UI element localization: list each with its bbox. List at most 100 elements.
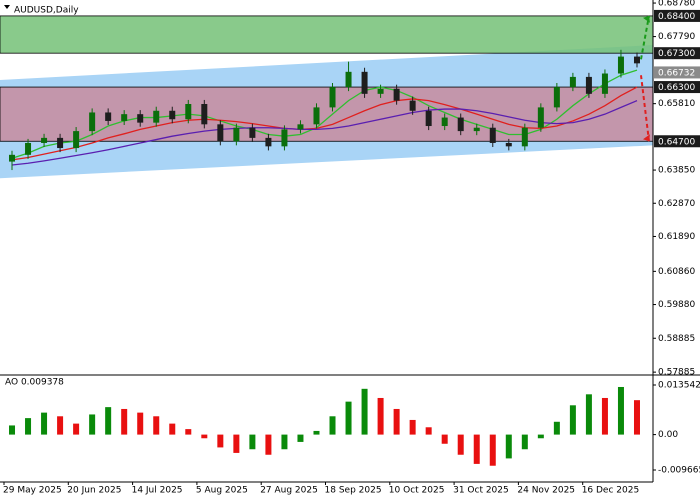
candle-body bbox=[153, 110, 160, 123]
price-label-box bbox=[654, 81, 700, 94]
candle-body bbox=[137, 114, 144, 123]
ao-bar bbox=[73, 423, 80, 435]
ao-bar bbox=[521, 434, 528, 450]
ao-bar bbox=[121, 408, 128, 435]
candle-body bbox=[521, 127, 528, 147]
candle-body bbox=[57, 137, 64, 149]
ao-bar bbox=[409, 419, 416, 435]
x-tick-label: 5 Aug 2025 bbox=[196, 486, 248, 496]
candle-body bbox=[249, 127, 256, 138]
x-tick-label: 24 Nov 2025 bbox=[517, 486, 575, 496]
price-label-box bbox=[654, 9, 700, 22]
symbol-icon bbox=[4, 5, 10, 9]
candle-body bbox=[569, 76, 576, 88]
ao-bar bbox=[297, 434, 304, 442]
ao-bar bbox=[377, 397, 384, 435]
ao-bar bbox=[617, 386, 624, 435]
y-tick-label: -0.009665 bbox=[658, 466, 700, 476]
price-label: 0.67300 bbox=[658, 49, 695, 59]
ao-bar bbox=[169, 423, 176, 435]
ao-bar bbox=[105, 407, 112, 435]
candle-body bbox=[457, 117, 464, 132]
ao-bar bbox=[329, 416, 336, 435]
ao-bar bbox=[537, 434, 544, 439]
y-tick-label: 0.62870 bbox=[658, 199, 695, 209]
price-label: 0.64700 bbox=[658, 137, 695, 147]
ao-bar bbox=[89, 414, 96, 435]
ao-bar bbox=[473, 434, 480, 464]
ao-bar bbox=[9, 425, 16, 435]
candle-body bbox=[313, 107, 320, 125]
moving-average bbox=[11, 69, 638, 159]
y-tick-label: 0.63850 bbox=[658, 166, 695, 176]
ao-bar bbox=[441, 434, 448, 444]
ao-bar bbox=[137, 412, 144, 435]
candle-body bbox=[633, 56, 640, 64]
zone bbox=[0, 15, 654, 54]
price-label: 0.66300 bbox=[658, 83, 695, 93]
ao-bar bbox=[281, 434, 288, 450]
ao-bar bbox=[553, 421, 560, 435]
y-tick-label: 0.58885 bbox=[658, 334, 695, 344]
ao-bar bbox=[265, 434, 272, 455]
forecast-arrow bbox=[640, 15, 650, 60]
moving-average bbox=[11, 86, 638, 161]
ao-bar bbox=[313, 430, 320, 435]
x-tick-label: 29 May 2025 bbox=[3, 486, 62, 496]
chart-title: AUDUSD,Daily bbox=[14, 6, 79, 16]
candle-body bbox=[25, 142, 32, 155]
price-label: 0.68400 bbox=[658, 12, 695, 22]
candle-body bbox=[121, 114, 128, 121]
ao-bar bbox=[457, 434, 464, 455]
y-tick-label: 0.67790 bbox=[658, 32, 695, 42]
candle-body bbox=[265, 137, 272, 147]
candle-body bbox=[361, 71, 368, 94]
candle-body bbox=[169, 110, 176, 120]
candle-body bbox=[329, 87, 336, 108]
price-label-box bbox=[654, 47, 700, 60]
ao-bar bbox=[633, 400, 640, 435]
x-tick-label: 27 Aug 2025 bbox=[260, 486, 318, 496]
price-label-box bbox=[654, 66, 700, 79]
candle-body bbox=[393, 88, 400, 101]
x-tick-label: 16 Dec 2025 bbox=[582, 486, 640, 496]
candle-body bbox=[201, 104, 208, 125]
candle-body bbox=[425, 110, 432, 127]
ao-bar bbox=[25, 418, 32, 435]
candle-body bbox=[505, 142, 512, 147]
ao-bar bbox=[153, 416, 160, 435]
ao-bar bbox=[569, 405, 576, 435]
y-tick-label: 0.60860 bbox=[658, 267, 695, 277]
arrow-head bbox=[643, 134, 650, 142]
candle-body bbox=[441, 117, 448, 127]
candle-body bbox=[73, 131, 80, 149]
price-label-box bbox=[654, 135, 700, 148]
candle-body bbox=[617, 56, 624, 74]
candle-body bbox=[537, 107, 544, 128]
candle-body bbox=[409, 100, 416, 111]
ao-bar bbox=[585, 394, 592, 435]
x-tick-label: 10 Oct 2025 bbox=[389, 486, 445, 496]
ao-bar bbox=[249, 434, 256, 450]
y-tick-label: 0.61890 bbox=[658, 232, 695, 242]
ao-bar bbox=[185, 429, 192, 435]
ao-bar bbox=[41, 412, 48, 435]
candle-body bbox=[345, 71, 352, 88]
x-tick-label: 31 Oct 2025 bbox=[453, 486, 509, 496]
moving-average bbox=[11, 100, 638, 166]
y-tick-label: 0.013542 bbox=[658, 381, 700, 391]
ao-bar bbox=[489, 434, 496, 466]
x-tick-label: 18 Sep 2025 bbox=[325, 486, 382, 496]
candle-body bbox=[9, 154, 16, 162]
candle-body bbox=[585, 76, 592, 94]
arrow-head bbox=[643, 15, 650, 23]
ao-bar bbox=[233, 434, 240, 453]
ao-bar bbox=[393, 408, 400, 435]
candle-body bbox=[217, 124, 224, 142]
ao-bar bbox=[505, 434, 512, 459]
candle-body bbox=[233, 127, 240, 142]
candle-body bbox=[473, 127, 480, 132]
x-tick-label: 20 Jun 2025 bbox=[67, 486, 121, 496]
ao-bar bbox=[425, 427, 432, 435]
